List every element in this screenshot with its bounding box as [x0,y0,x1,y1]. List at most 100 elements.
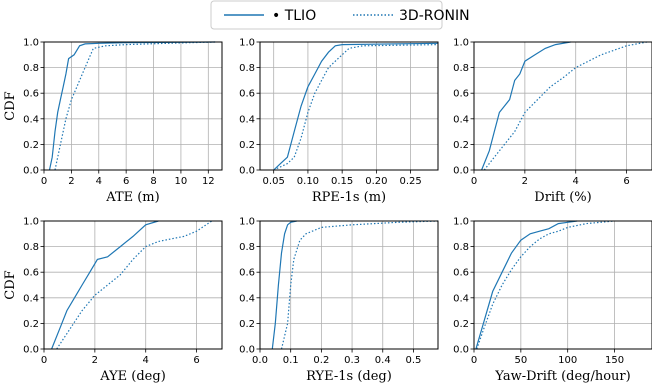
y-tick-label-3: 0.6 [453,268,469,279]
x-tick-label-1: 2 [92,355,98,366]
y-tick-label-5: 1.0 [239,38,255,49]
x-axis-label: RPE-1s (m) [312,190,386,205]
y-tick-label-4: 0.8 [239,63,255,74]
x-tick-label-0: 0.0 [252,355,268,366]
plot-frame [259,41,439,171]
x-tick-label-2: 4 [573,176,579,187]
x-axis-label: RYE-1s (deg) [306,369,392,384]
y-axis-label: CDF [3,91,18,120]
y-axis-label: CDF [3,270,18,299]
x-tick-label-3: 0.20 [365,176,387,187]
y-tick-label-0: 0.0 [23,166,39,177]
chart-panel-4: 0.0 0.1 0.2 0.3 0.4 0.5 0.0 0.2 0.4 0.6 0.8 1.0 RYE-… [239,217,439,384]
x-tick-label-3: 6 [623,176,629,187]
plot-frame [473,220,652,350]
y-tick-label-5: 1.0 [23,217,39,228]
y-tick-label-5: 1.0 [453,38,469,49]
x-tick-label-1: 2 [522,176,528,187]
y-tick-label-4: 0.8 [23,242,39,253]
x-axis-label: Drift (%) [534,190,591,205]
y-tick-label-5: 1.0 [23,38,39,49]
series-line-ronin [54,41,216,171]
x-tick-label-3: 150 [605,355,624,366]
x-axis-label: Yaw-Drift (deg/hour) [494,369,630,384]
y-tick-label-3: 0.6 [239,89,255,100]
series-line-ronin [476,220,615,350]
x-tick-label-3: 6 [123,176,129,187]
y-tick-label-3: 0.6 [23,89,39,100]
chart-panel-0: 0 2 4 6 8 10 12 0.0 0.2 0.4 0.6 0.8 1.0 ATE (m) CDF [3,38,223,205]
x-tick-label-0: 0 [41,355,47,366]
x-tick-label-2: 4 [143,355,149,366]
y-tick-label-4: 0.8 [453,242,469,253]
x-tick-label-0: 0.05 [263,176,285,187]
x-tick-label-3: 6 [193,355,199,366]
x-axis-label: ATE (m) [105,190,159,205]
y-tick-label-1: 0.2 [239,319,255,330]
x-tick-label-1: 50 [514,355,527,366]
legend-frame [210,0,443,30]
y-tick-label-2: 0.4 [239,293,255,304]
y-tick-label-0: 0.0 [239,345,255,356]
series-line-ronin [273,44,439,171]
y-tick-label-4: 0.8 [23,63,39,74]
chart-panel-2: 0 2 4 6 0.0 0.2 0.4 0.6 0.8 1.0 Drift (%) [453,38,652,205]
x-tick-label-5: 10 [175,176,188,187]
x-tick-label-1: 0.10 [297,176,319,187]
y-tick-label-0: 0.0 [453,345,469,356]
y-tick-label-1: 0.2 [23,140,39,151]
y-tick-label-4: 0.8 [239,242,255,253]
series-line-tlio [48,41,216,171]
y-tick-label-0: 0.0 [453,166,469,177]
y-tick-label-5: 1.0 [453,217,469,228]
y-tick-label-2: 0.4 [453,114,469,125]
series-line-tlio [273,42,439,171]
legend-label-0: • TLIO [272,8,316,24]
series-line-ronin [280,220,439,350]
y-tick-label-5: 1.0 [239,217,255,228]
x-tick-label-1: 2 [68,176,74,187]
plot-frame [43,41,223,171]
series-line-ronin [483,41,648,171]
x-tick-label-0: 0 [41,176,47,187]
x-tick-label-4: 0.25 [399,176,421,187]
y-tick-label-1: 0.2 [453,319,469,330]
y-tick-label-3: 0.6 [239,268,255,279]
x-tick-label-6: 12 [202,176,215,187]
x-tick-label-4: 8 [150,176,156,187]
y-tick-label-0: 0.0 [239,166,255,177]
x-tick-label-0: 0 [471,355,477,366]
x-tick-label-0: 0 [471,176,477,187]
chart-panel-1: 0.05 0.10 0.15 0.20 0.25 0.0 0.2 0.4 0.6 0.8 1.0 RP… [239,38,439,205]
x-tick-label-2: 4 [96,176,102,187]
plot-frame [473,41,652,171]
series-line-ronin [56,220,213,350]
x-axis-label: AYE (deg) [99,369,166,384]
x-tick-label-4: 0.4 [375,355,391,366]
plot-frame [43,220,223,350]
plot-frame [259,220,439,350]
y-tick-label-4: 0.8 [453,63,469,74]
series-line-tlio [481,41,571,171]
x-tick-label-3: 0.3 [344,355,360,366]
y-tick-label-3: 0.6 [23,268,39,279]
y-tick-label-3: 0.6 [453,89,469,100]
chart-panel-3: 0 2 4 6 0.0 0.2 0.4 0.6 0.8 1.0 AYE (deg) CDF [3,217,223,384]
series-line-tlio [475,220,578,350]
x-tick-label-2: 0.2 [313,355,329,366]
chart-panels: 0 2 4 6 8 10 12 0.0 0.2 0.4 0.6 0.8 1.0 ATE (m) CDF 0.0… [3,38,652,384]
y-tick-label-0: 0.0 [23,345,39,356]
chart-panel-5: 0 50 100 150 0.0 0.2 0.4 0.6 0.8 1.0 Yaw-Drift (de… [453,217,652,384]
x-tick-label-2: 0.15 [331,176,353,187]
legend-label-1: 3D-RONIN [399,8,470,24]
y-tick-label-1: 0.2 [453,140,469,151]
x-tick-label-1: 0.1 [283,355,299,366]
y-tick-label-2: 0.4 [23,293,39,304]
y-tick-label-1: 0.2 [239,140,255,151]
x-tick-label-2: 100 [558,355,577,366]
legend: • TLIO 3D-RONIN [210,0,470,30]
series-line-tlio [271,220,297,350]
series-line-tlio [51,220,159,350]
y-tick-label-2: 0.4 [453,293,469,304]
